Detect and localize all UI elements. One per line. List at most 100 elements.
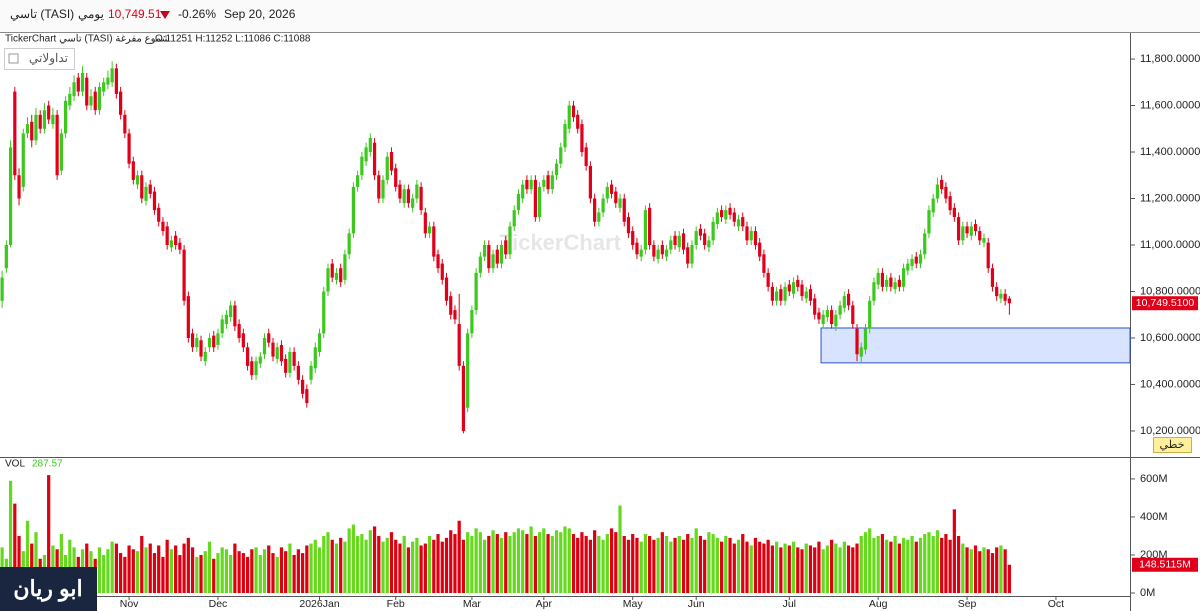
candle-body (766, 272, 770, 287)
candle-body (868, 300, 872, 329)
candle-body (51, 114, 55, 125)
volume-bar (542, 528, 546, 593)
volume-bar (292, 554, 296, 593)
candle-body (334, 272, 339, 280)
volume-bar (711, 534, 715, 593)
volume-bar (339, 537, 343, 593)
volume-bar (220, 547, 224, 593)
candle-body (161, 221, 165, 232)
candle-body (537, 186, 542, 218)
candle-body (698, 228, 703, 236)
volume-bar (690, 537, 694, 593)
line-label[interactable]: خطي (1160, 439, 1185, 451)
volume-bar (787, 545, 791, 593)
volume-bar (779, 547, 783, 593)
volume-bar (677, 535, 681, 593)
volume-bar (546, 534, 550, 593)
volume-bar (762, 543, 766, 593)
candle-body (669, 240, 673, 250)
volume-bar (296, 549, 300, 593)
volume-bar (559, 532, 563, 593)
candle-body (474, 272, 478, 311)
candle-body (229, 305, 233, 318)
candle-body (559, 147, 563, 164)
candle-body (931, 198, 935, 213)
volume-bar (533, 535, 537, 593)
y-tick-label: 11,200.0000 (1140, 192, 1200, 204)
candle-body (17, 175, 21, 199)
candle-body (800, 284, 804, 297)
volume-bar (597, 535, 601, 593)
candle-body (254, 361, 258, 376)
volume-bar (990, 553, 995, 593)
volume-bar (859, 535, 863, 593)
last-price: 10,749.51 (108, 7, 162, 21)
candle-body (356, 175, 360, 187)
watermark: TickerChart (499, 230, 622, 255)
period[interactable]: يومي (78, 7, 104, 21)
candle-body (237, 324, 241, 338)
volume-bar (25, 520, 30, 593)
y-tick-label: 0M (1140, 587, 1155, 599)
volume-bar (529, 526, 533, 593)
candle-body (910, 258, 914, 266)
candle-body (300, 379, 305, 394)
y-tick-label: 10,600.0000 (1140, 332, 1200, 344)
candle-body (275, 347, 279, 359)
info-ohlc: O:11251 H:11252 L:11086 C:11088 (155, 34, 311, 45)
volume-bar (207, 541, 212, 593)
volume-bar (601, 539, 605, 593)
candle-body (576, 114, 580, 129)
volume-bar (508, 535, 512, 593)
volume-bar (250, 549, 254, 593)
volume-bar (305, 545, 309, 593)
volume-bar (453, 534, 457, 593)
candle-body (271, 342, 275, 357)
volume-bar (106, 549, 110, 593)
volume-bar (212, 558, 216, 593)
volume-bar (427, 535, 432, 593)
candle-body (288, 351, 292, 373)
candle-body (842, 296, 846, 308)
trades-button[interactable] (4, 48, 75, 70)
volume-bar (605, 534, 609, 593)
volume-bar (59, 534, 63, 593)
x-tick-label: Dec (209, 598, 228, 610)
line-button[interactable] (1153, 437, 1192, 453)
volume-bar (165, 539, 169, 593)
candle-body (152, 191, 157, 211)
candle-body (948, 196, 952, 211)
last-value-tag (1132, 557, 1198, 572)
cart-icon[interactable] (8, 53, 19, 64)
candle-body (148, 184, 152, 194)
candle-body (855, 328, 859, 355)
candle-body (55, 114, 59, 176)
candle-body (918, 254, 923, 264)
volume-bar (368, 530, 372, 593)
candle-body (783, 286, 787, 301)
candle-body (169, 240, 174, 248)
volume-bar (123, 556, 127, 593)
volume-bar (753, 537, 758, 593)
candle-body (897, 279, 901, 287)
volume-bar (275, 556, 279, 593)
candle-body (364, 147, 368, 162)
volume-bar (808, 545, 813, 593)
volume-bar (385, 537, 389, 593)
volume-bar (284, 551, 288, 593)
candle-body (965, 226, 969, 234)
volume-bar (851, 547, 855, 593)
candle-body (516, 193, 521, 211)
candle-body (330, 263, 334, 278)
info-title: TickerChart تاسي (TASI) شموع مفرغة (5, 34, 170, 45)
volume-bar (956, 535, 961, 593)
volume-bar (834, 543, 838, 593)
candle-body (753, 231, 758, 245)
trades-label[interactable]: تداولاتي (29, 51, 68, 65)
candle-body (660, 245, 664, 255)
volume-bar (889, 541, 893, 593)
candle-body (470, 310, 474, 334)
candle-body (47, 105, 51, 120)
candle-body (372, 142, 377, 176)
